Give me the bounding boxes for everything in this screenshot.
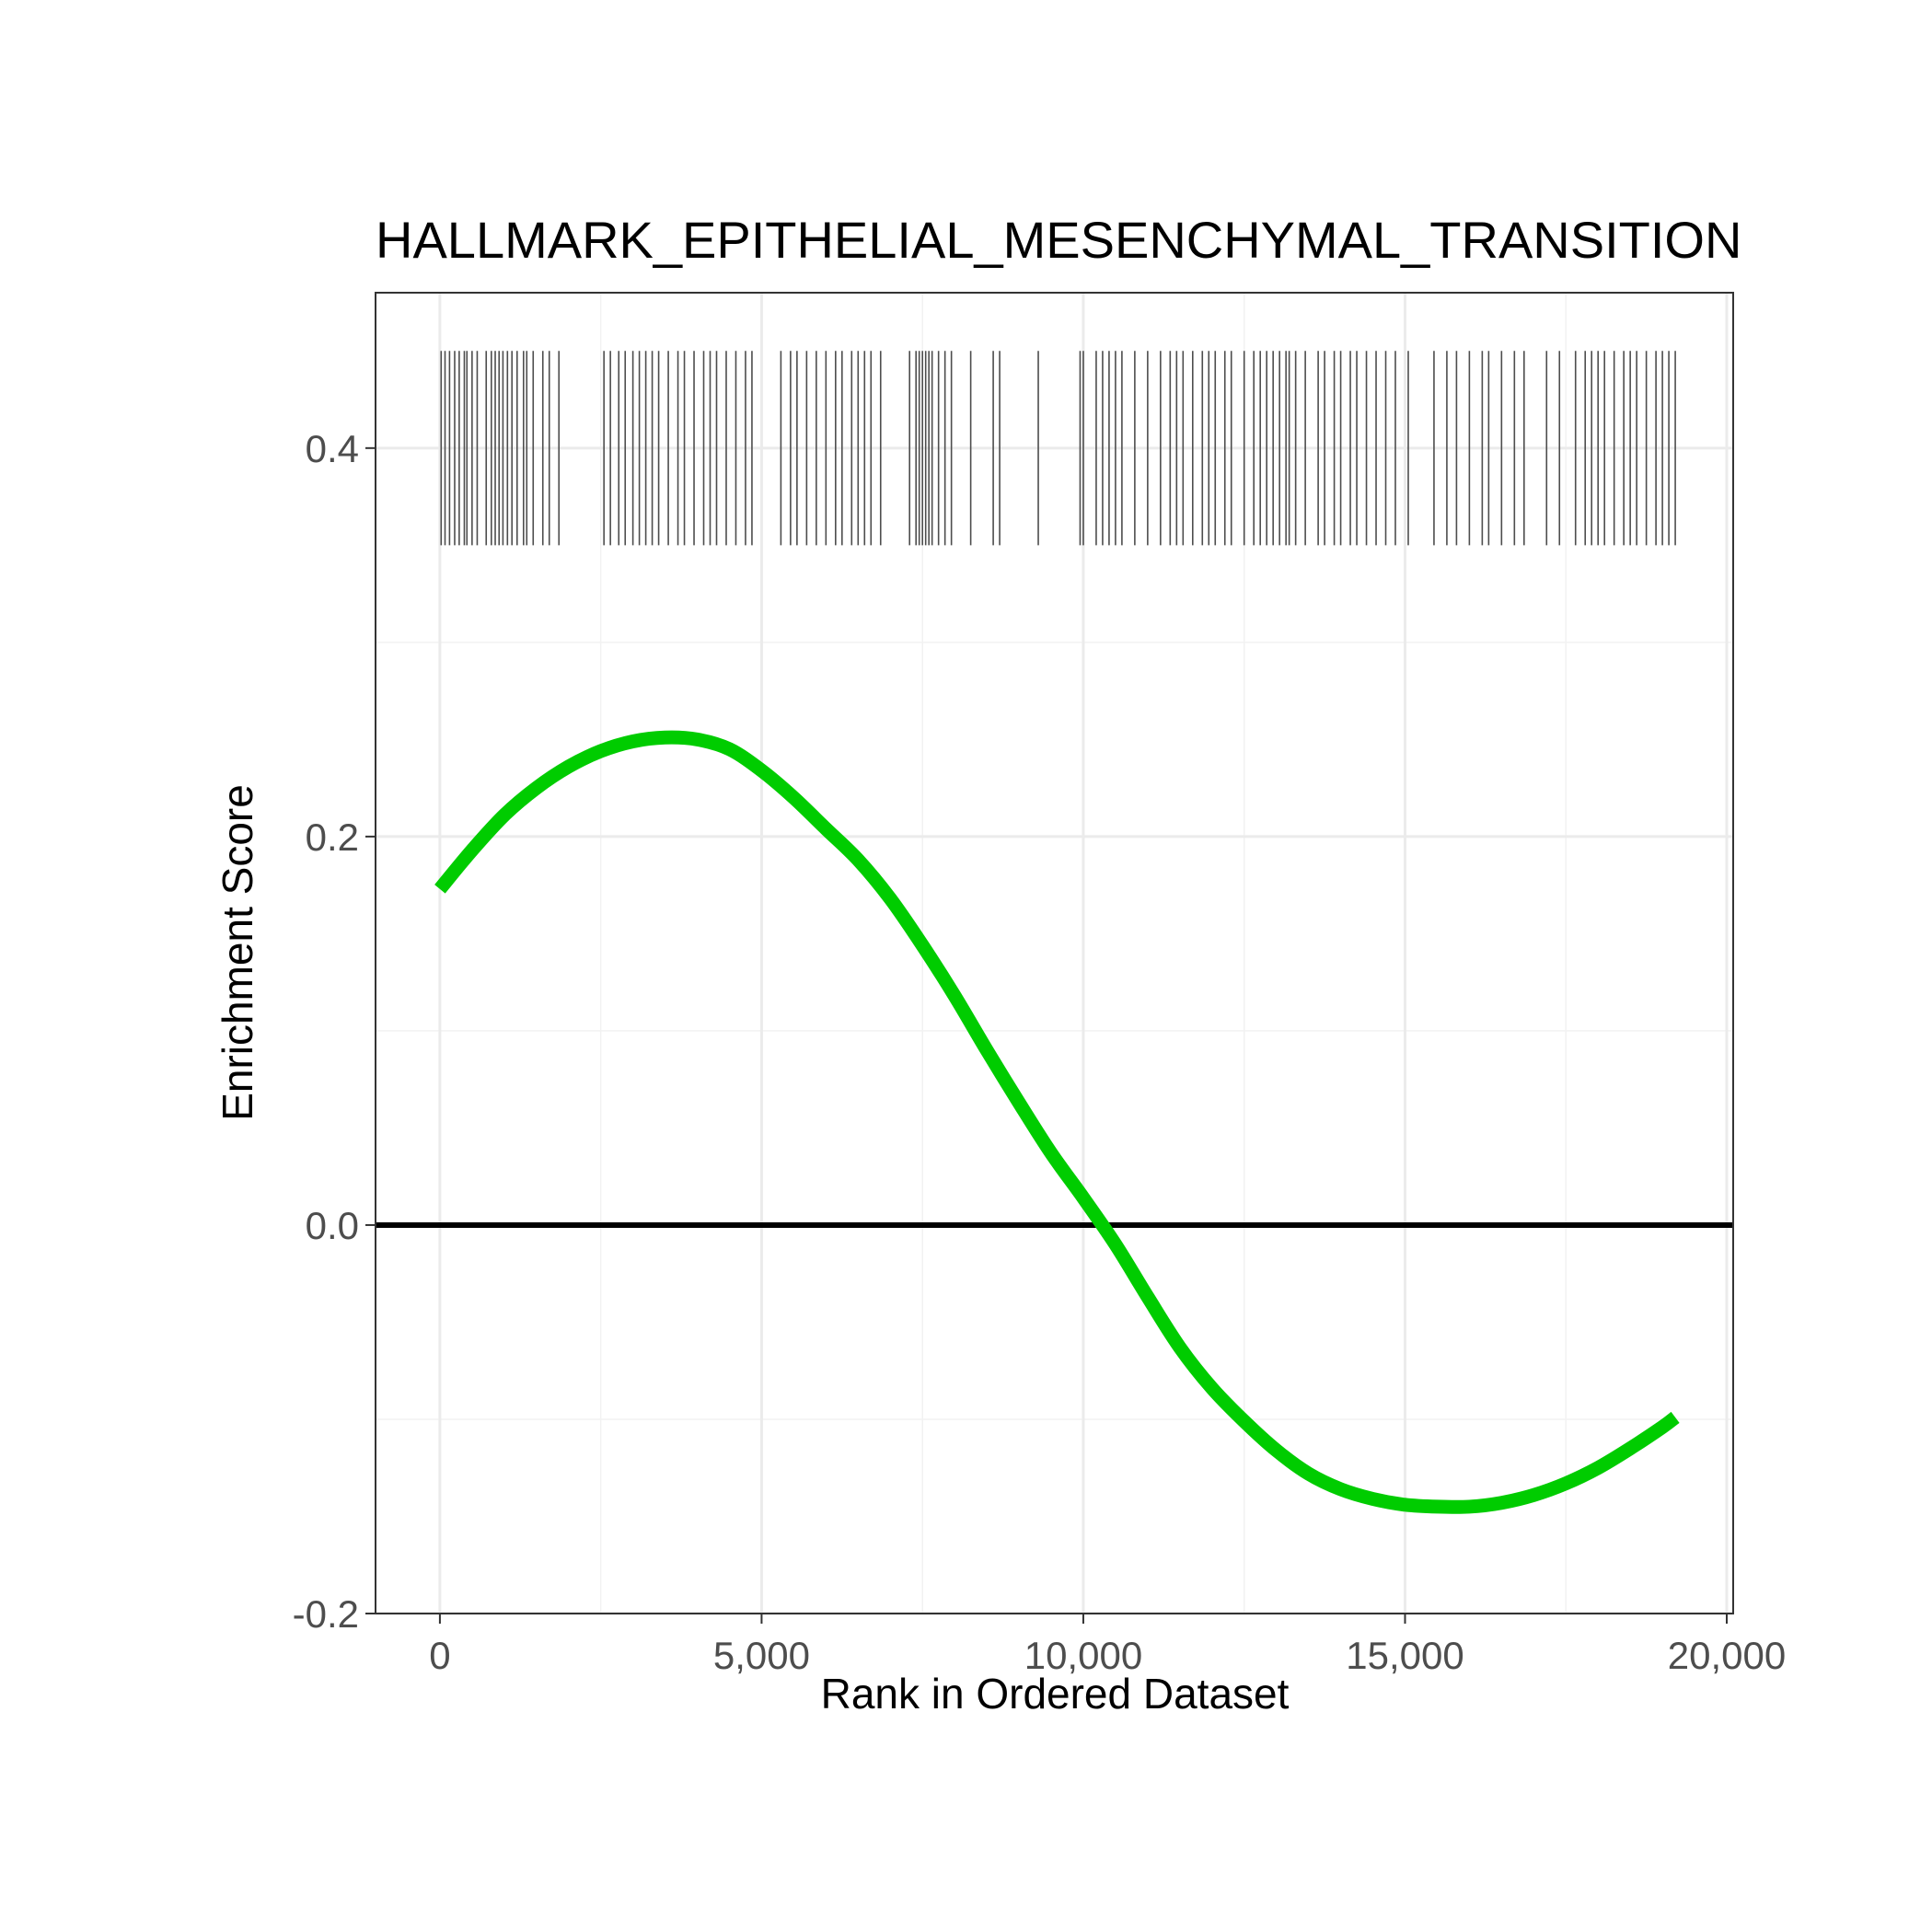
y-tick-label: 0.2 — [306, 816, 359, 859]
x-axis-title: Rank in Ordered Dataset — [821, 1670, 1290, 1718]
y-axis: -0.2 0.0 0.2 0.4 — [293, 427, 376, 1636]
x-tick-label: 20,000 — [1668, 1634, 1786, 1677]
enrichment-curve — [434, 730, 1680, 1514]
x-tick-label: 5,000 — [713, 1634, 810, 1677]
gene-hit-rug — [440, 351, 1676, 546]
y-tick-label: 0.4 — [306, 427, 359, 470]
panel-border — [375, 292, 1734, 1614]
x-tick-label: 10,000 — [1024, 1634, 1142, 1677]
chart-title: HALLMARK_EPITHELIAL_MESENCHYMAL_TRANSITI… — [376, 211, 1741, 269]
x-tick-label: 15,000 — [1346, 1634, 1463, 1677]
x-tick-label: 0 — [429, 1634, 450, 1677]
y-axis-title: Enrichment Score — [214, 784, 261, 1121]
x-axis: 0 5,000 10,000 15,000 20,000 — [429, 1614, 1786, 1677]
series-line-0 — [434, 730, 1680, 1514]
y-tick-label: 0.0 — [306, 1204, 359, 1247]
y-tick-label: -0.2 — [293, 1592, 359, 1636]
